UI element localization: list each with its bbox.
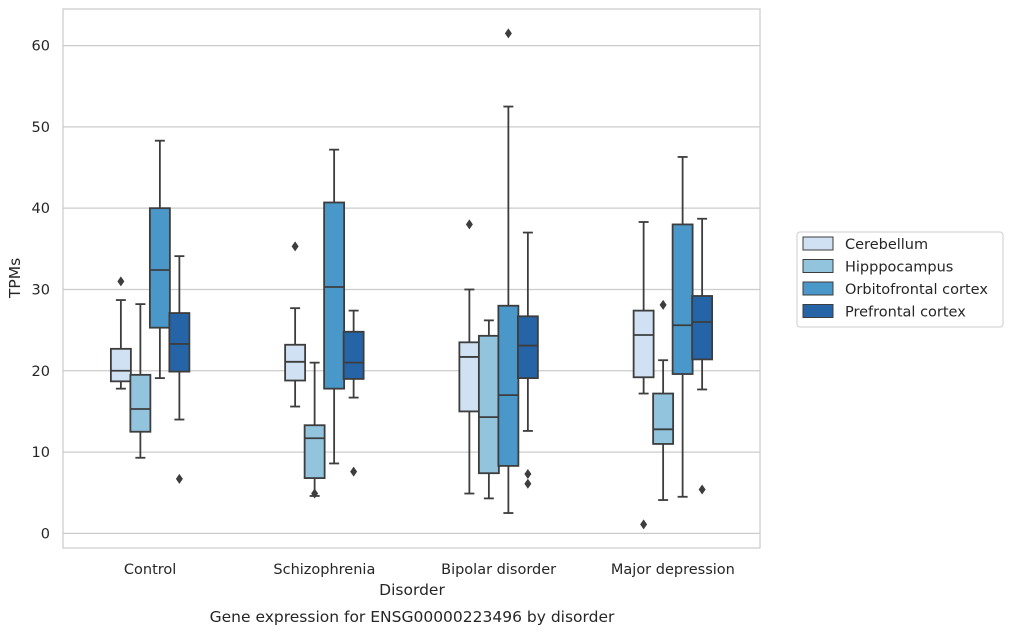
box — [497, 304, 520, 467]
y-tick-label: 30 — [32, 282, 50, 298]
y-tick-label: 10 — [32, 445, 50, 461]
outlier-point — [504, 28, 512, 39]
chart-caption: Gene expression for ENSG00000223496 by d… — [210, 608, 615, 626]
box-group — [497, 28, 520, 514]
legend-label: Hipppocampus — [845, 260, 953, 276]
y-tick-label: 40 — [32, 201, 50, 217]
box — [129, 373, 152, 433]
x-tick-label: Bipolar disorder — [441, 562, 556, 578]
x-axis-label: Disorder — [379, 581, 445, 599]
legend-label: Cerebellum — [845, 237, 928, 253]
box-group — [148, 139, 171, 379]
legend: Cerebellum Hipppocampus Orbitofrontal cort… — [796, 231, 1004, 328]
y-tick-label: 0 — [41, 526, 50, 542]
box — [632, 309, 655, 379]
box-group — [284, 241, 307, 408]
legend-swatch — [802, 304, 834, 318]
legend-swatch — [802, 259, 834, 273]
box — [477, 334, 500, 475]
box-group — [168, 255, 191, 484]
box — [109, 347, 132, 383]
y-tick-label: 20 — [32, 364, 50, 380]
y-axis-ticks: 0 10 20 30 40 50 60 — [32, 39, 50, 543]
box — [652, 392, 675, 445]
box — [458, 341, 481, 413]
outlier-point — [117, 276, 125, 287]
box — [323, 201, 346, 390]
box-group — [303, 361, 326, 499]
legend-frame — [796, 231, 1004, 328]
box-group — [516, 231, 539, 489]
x-axis-ticks: Control Schizophrenia Bipolar disorder Majo… — [124, 562, 735, 578]
outlier-point — [311, 488, 319, 499]
y-tick-label: 50 — [32, 120, 50, 136]
x-tick-label: Schizophrenia — [273, 562, 375, 578]
box-group — [342, 309, 365, 477]
box — [303, 424, 326, 479]
box — [342, 330, 365, 380]
y-tick-label: 60 — [32, 39, 50, 55]
y-axis-label: TPMs — [6, 258, 24, 299]
outlier-point — [640, 519, 648, 530]
plot-area-frame — [62, 8, 761, 549]
box — [168, 312, 191, 373]
box — [691, 295, 714, 361]
legend-label: Orbitofrontal cortex — [845, 282, 988, 298]
box-group — [691, 217, 714, 495]
legend-swatch — [802, 281, 834, 296]
box-group — [458, 219, 481, 495]
box — [516, 315, 539, 379]
outlier-point — [698, 484, 706, 495]
box-plot-series — [109, 28, 714, 530]
box-group — [129, 303, 152, 459]
box-group — [109, 276, 132, 390]
x-tick-label: Control — [124, 562, 176, 578]
x-tick-label: Major depression — [611, 562, 735, 578]
legend-swatch — [802, 236, 834, 251]
outlier-point — [465, 219, 473, 230]
outlier-point — [659, 299, 667, 310]
box — [671, 223, 694, 375]
outlier-point — [524, 469, 532, 480]
box-group — [477, 319, 500, 500]
box-group — [323, 148, 346, 465]
outlier-point — [524, 478, 532, 489]
outlier-point — [350, 466, 358, 477]
box-group — [652, 299, 675, 501]
legend-label: Prefrontal cortex — [845, 305, 966, 321]
box — [148, 207, 171, 329]
box-group — [632, 221, 655, 530]
outlier-point — [291, 241, 299, 252]
outlier-point — [175, 473, 183, 484]
